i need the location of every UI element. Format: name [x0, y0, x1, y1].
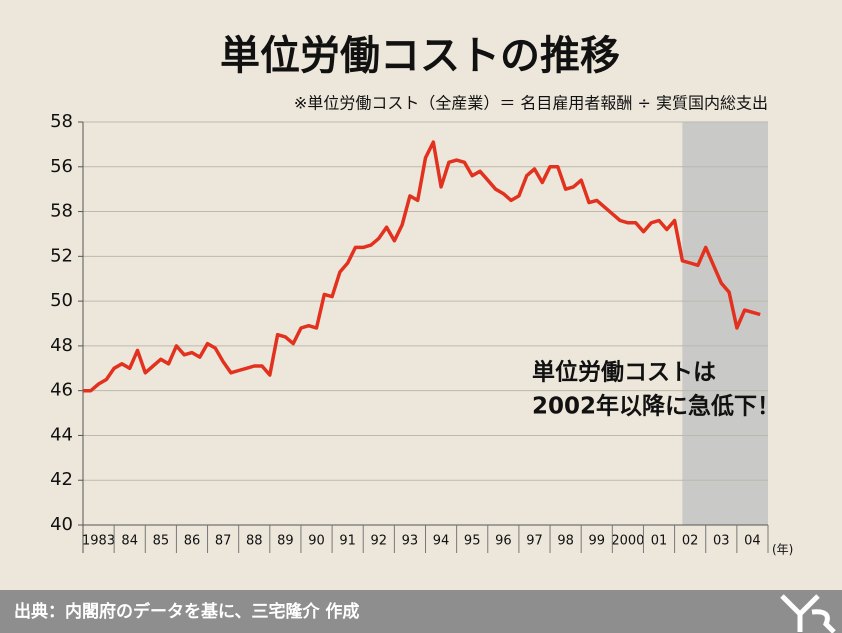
x-tick-label: 97 [526, 534, 543, 549]
x-tick-label: 96 [495, 534, 512, 549]
x-tick-label: 84 [121, 534, 138, 549]
x-tick-label: 99 [588, 534, 605, 549]
y-tick-label: 58 [50, 201, 73, 222]
x-tick-label: 92 [371, 534, 388, 549]
x-tick-label: 2000 [611, 534, 644, 549]
y-tick-label: 40 [50, 514, 73, 535]
logo-mark [780, 594, 836, 633]
x-tick-label: 98 [557, 534, 574, 549]
y-tick-label: 56 [50, 156, 73, 177]
x-tick-label: 94 [433, 534, 450, 549]
x-tick-label: 04 [744, 534, 761, 549]
x-tick-label: 90 [308, 534, 325, 549]
y-tick-label: 42 [50, 469, 73, 490]
logo [780, 594, 836, 633]
highlight-region [682, 122, 768, 525]
data-line [83, 140, 761, 393]
x-tick-label: 85 [153, 534, 170, 549]
annotation: 単位労働コストは [532, 359, 716, 386]
annotation: 2002年以降に急低下！ [532, 393, 780, 420]
x-tick-label: 1983 [82, 534, 115, 549]
chart-title: 単位労働コストの推移 [220, 33, 620, 79]
y-tick-label: 48 [50, 335, 73, 356]
x-tick-label: 02 [682, 534, 699, 549]
x-tick-label: 93 [402, 534, 419, 549]
subtitle: ※単位労働コスト（全産業）＝ 名目雇用者報酬 ÷ 実質国内総支出 [294, 94, 768, 113]
x-tick-label: 86 [184, 534, 201, 549]
x-unit: (年) [772, 543, 793, 557]
x-tick-label: 91 [339, 534, 356, 549]
y-tick-label: 50 [50, 290, 73, 311]
y-tick-label: 46 [50, 380, 73, 401]
x-tick-label: 89 [277, 534, 294, 549]
footer-bar [0, 590, 842, 633]
x-tick-label: 01 [651, 534, 668, 549]
x-tick-label: 88 [246, 534, 263, 549]
x-tick-label: 87 [215, 534, 232, 549]
source: 出典：内閣府のデータを基に、三宅隆介 作成 [14, 601, 359, 622]
x-tick-label: 95 [464, 534, 481, 549]
y-tick-label: 52 [50, 245, 73, 266]
y-tick-label: 44 [50, 424, 73, 445]
x-tick-label: 03 [713, 534, 730, 549]
plot-area [83, 122, 768, 525]
y-tick-label: 58 [50, 111, 73, 132]
